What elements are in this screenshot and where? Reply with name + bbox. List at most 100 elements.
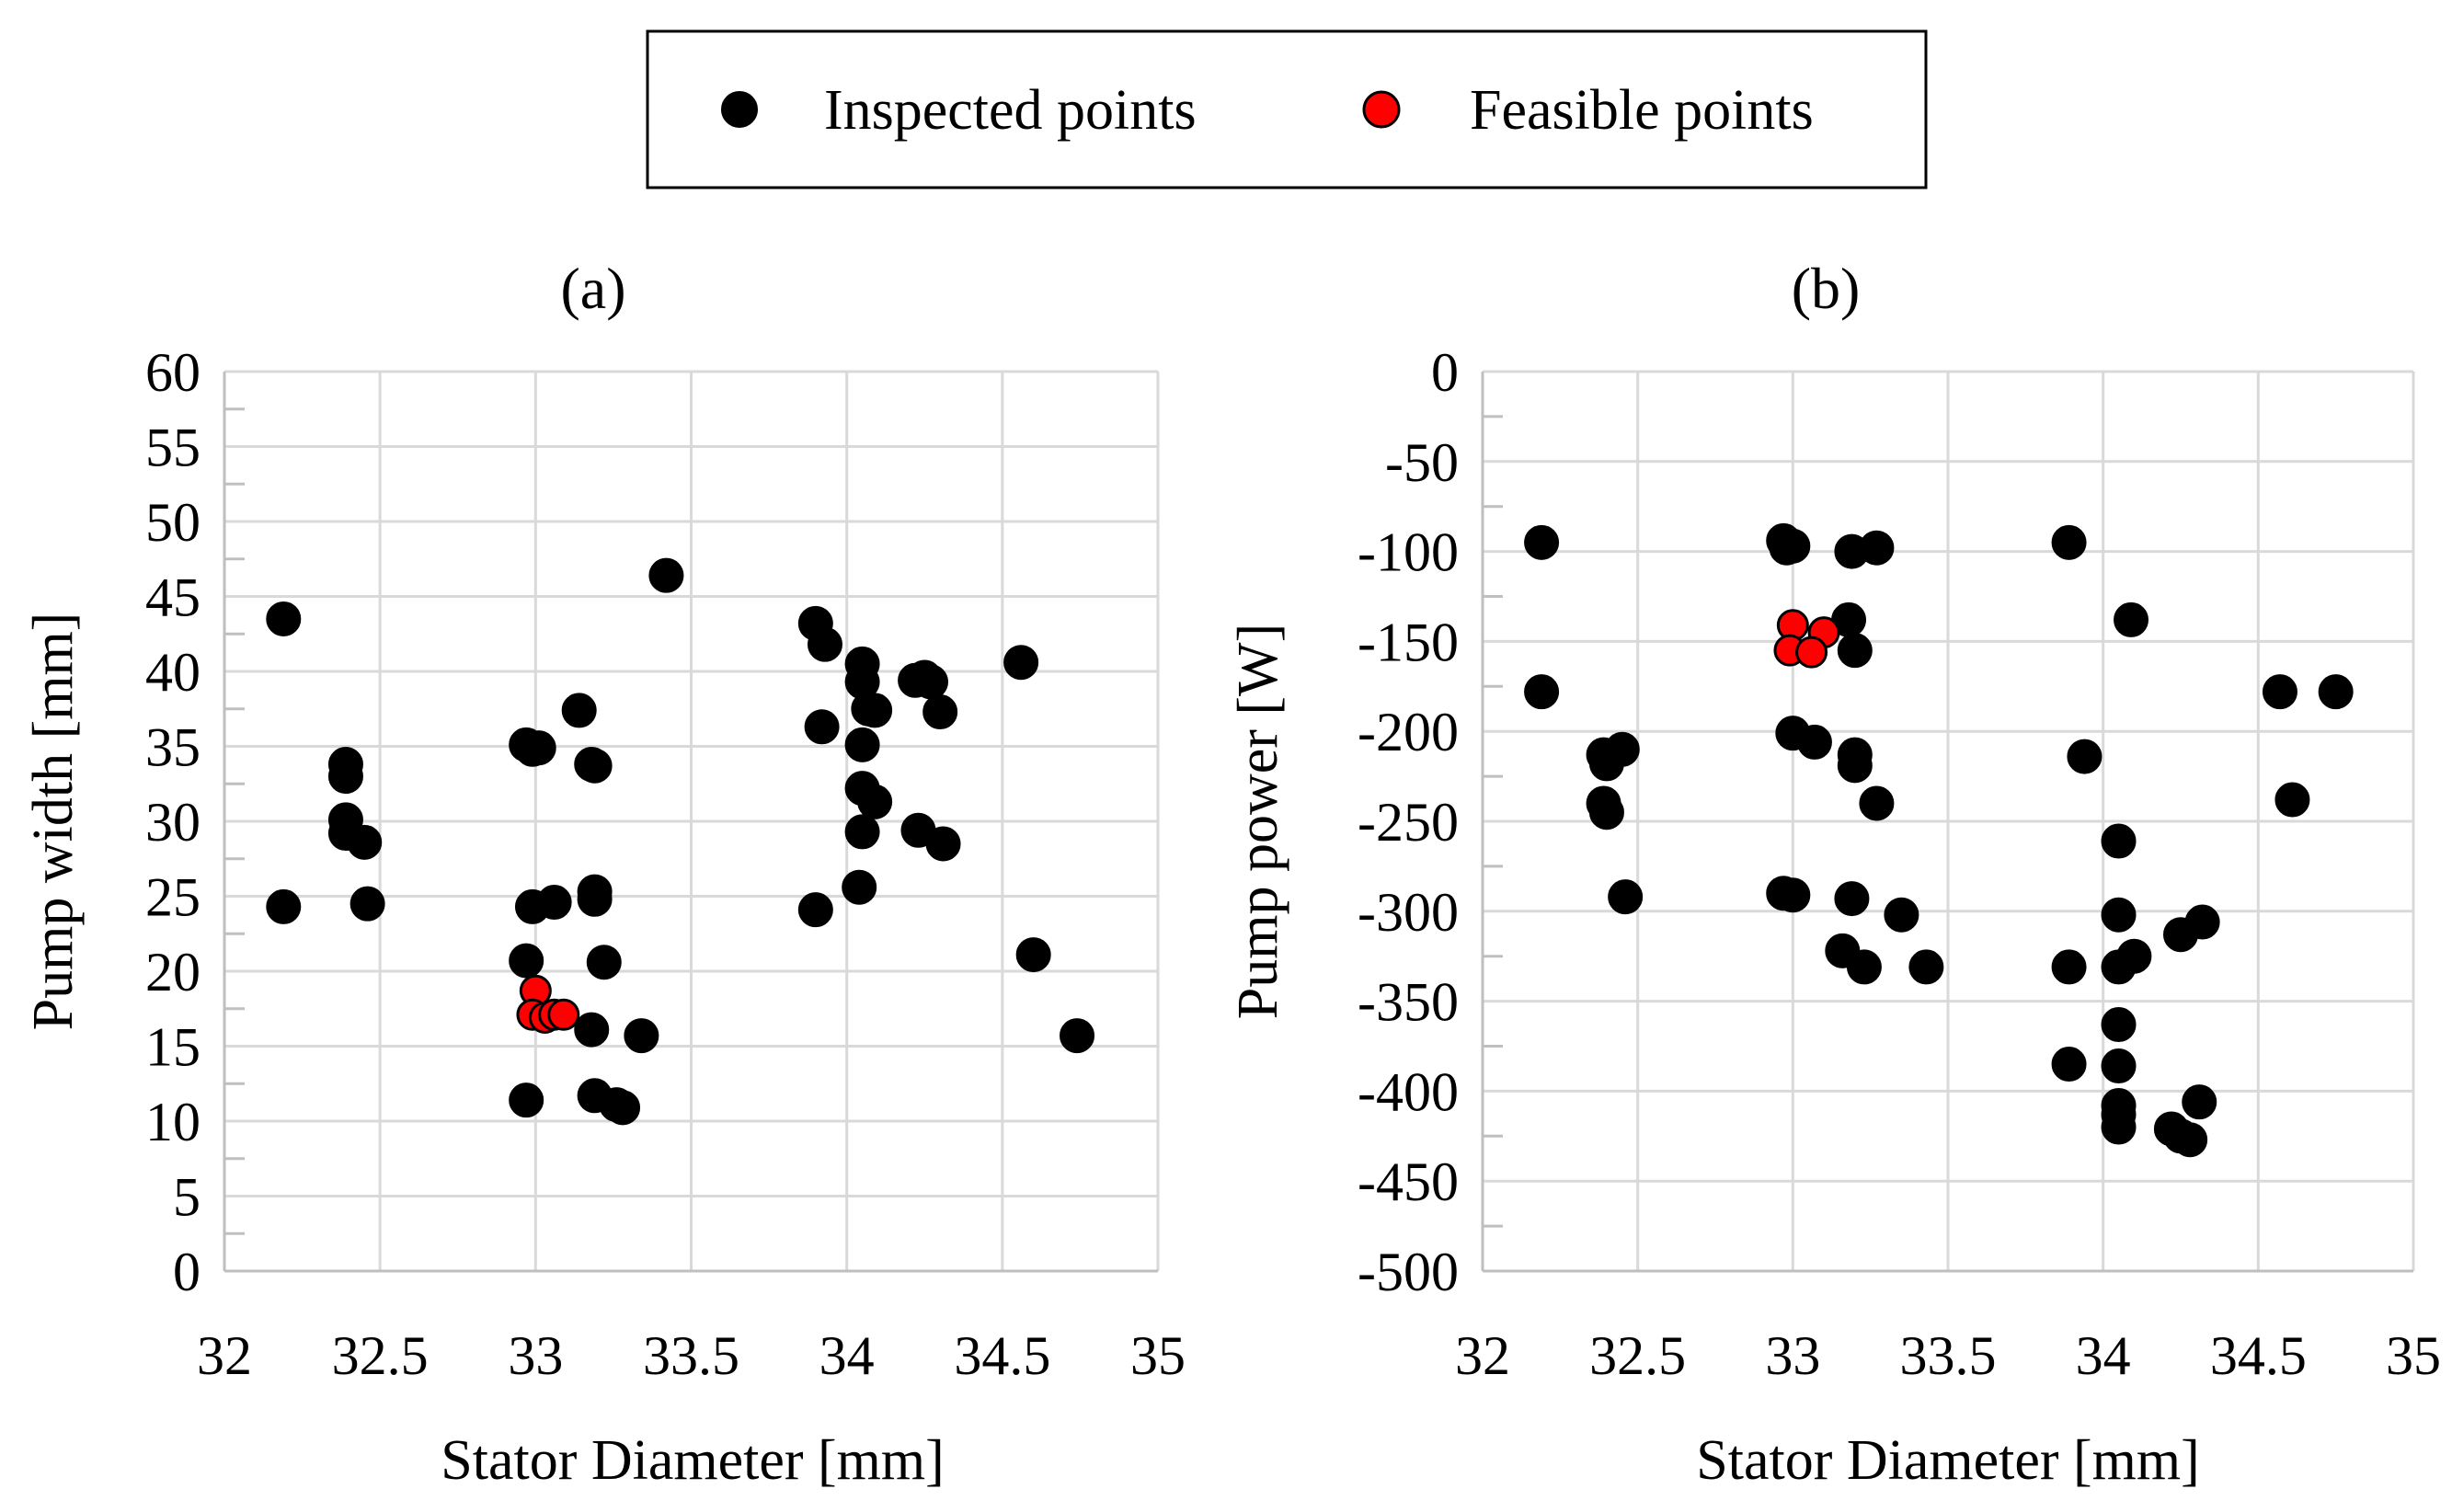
x-tick-label: 34.5: [954, 1325, 1050, 1386]
inspected-point: [605, 1090, 641, 1126]
inspected-point: [842, 869, 877, 905]
inspected-point: [1859, 530, 1895, 566]
inspected-point: [922, 694, 958, 730]
inspected-point: [1060, 1018, 1095, 1054]
x-tick-labels-b: 32 32.5 33 33.5 34 34.5 35: [1455, 1325, 2441, 1386]
y-tick-label: 5: [173, 1167, 201, 1228]
y-tick-label: 0: [173, 1242, 201, 1302]
inspected-point: [574, 1012, 610, 1048]
legend-label-feasible: Feasible points: [1470, 79, 1814, 142]
inspected-point: [925, 826, 961, 862]
y-tick-labels-a: 0 5 10 15 20 25 30 35 40 45 50 55 60: [145, 342, 201, 1302]
inspected-point: [266, 601, 302, 636]
legend-marker-inspected: [721, 91, 758, 128]
y-tick-label: 60: [145, 342, 201, 403]
x-tick-label: 32: [1455, 1325, 1510, 1386]
x-tick-label: 32.5: [332, 1325, 429, 1386]
inspected-point: [1846, 949, 1882, 985]
x-axis-label-b: Stator Diameter [mm]: [1696, 1429, 2200, 1492]
feasible-point: [1795, 636, 1828, 669]
y-tick-label: -500: [1358, 1242, 1459, 1302]
inspected-point: [2184, 904, 2220, 940]
x-tick-label: 34: [2076, 1325, 2131, 1386]
axes-b: [1481, 372, 2413, 1273]
y-tick-label: 50: [145, 492, 201, 553]
inspected-point: [857, 693, 893, 728]
y-tick-label: 20: [145, 942, 201, 1002]
inspected-point: [1588, 795, 1624, 830]
inspected-point: [1884, 897, 1919, 933]
y-tick-label: -200: [1358, 702, 1459, 762]
inspected-point: [2101, 1048, 2137, 1084]
y-tick-label: -300: [1358, 882, 1459, 943]
x-tick-label: 33: [508, 1325, 563, 1386]
inspected-point: [2318, 674, 2354, 710]
y-tick-label: -450: [1358, 1151, 1459, 1212]
gridlines-a: [224, 370, 1160, 1271]
gridlines-b: [1483, 370, 2415, 1271]
feasible-point: [547, 998, 580, 1031]
inspected-point: [2262, 674, 2297, 710]
inspected-point: [1837, 633, 1873, 669]
inspected-point: [624, 1018, 659, 1054]
data-points-a: [266, 557, 1095, 1126]
inspected-point: [536, 885, 572, 921]
inspected-point: [1859, 785, 1895, 821]
inspected-point: [2116, 938, 2152, 974]
inspected-point: [2101, 1007, 2137, 1043]
inspected-point: [266, 888, 302, 924]
y-tick-label: -50: [1385, 432, 1459, 493]
x-tick-labels-a: 32 32.5 33 33.5 34 34.5 35: [197, 1325, 1186, 1386]
inspected-point: [2101, 897, 2137, 933]
inspected-point: [2051, 1047, 2087, 1082]
inspected-point: [1908, 949, 1944, 985]
x-tick-label: 33.5: [643, 1325, 739, 1386]
inspected-point: [2051, 949, 2087, 985]
inspected-point: [2067, 739, 2103, 774]
y-tick-label: -400: [1358, 1061, 1459, 1122]
panel-label-a: (a): [560, 256, 625, 321]
y-tick-label: 35: [145, 717, 201, 778]
inspected-point: [1524, 524, 1560, 560]
inspected-point: [1608, 879, 1644, 915]
inspected-point: [1775, 877, 1811, 913]
chart-panel-b: (b) -500-450-400-350-300-250-200-150-100…: [1227, 256, 2441, 1492]
inspected-point: [2101, 823, 2137, 859]
x-tick-label: 35: [2386, 1325, 2441, 1386]
x-tick-label: 32: [197, 1325, 252, 1386]
legend-box: [646, 29, 1928, 189]
x-tick-label: 34: [819, 1325, 875, 1386]
y-tick-label: 45: [145, 567, 201, 628]
panel-label-b: (b): [1792, 256, 1861, 321]
inspected-point: [857, 784, 893, 819]
y-tick-label: 10: [145, 1092, 201, 1152]
inspected-point: [349, 886, 385, 922]
axes-a: [223, 372, 1158, 1273]
inspected-point: [1003, 645, 1039, 681]
y-tick-labels-b: -500-450-400-350-300-250-200-150-100-500: [1358, 342, 1459, 1302]
inspected-point: [648, 557, 684, 593]
inspected-point: [1524, 674, 1560, 710]
inspected-point: [2182, 1084, 2217, 1120]
y-tick-label: -150: [1358, 612, 1459, 672]
x-tick-label: 35: [1130, 1325, 1186, 1386]
legend-marker-feasible: [1362, 90, 1401, 129]
inspected-point: [521, 730, 556, 766]
inspected-point: [1015, 937, 1051, 973]
inspected-point: [1837, 748, 1873, 784]
inspected-point: [807, 626, 842, 662]
inspected-point: [1796, 724, 1832, 760]
y-tick-label: 30: [145, 792, 201, 853]
inspected-point: [327, 759, 363, 795]
inspected-point: [561, 693, 597, 728]
inspected-point: [2172, 1122, 2208, 1158]
inspected-point: [509, 943, 544, 979]
y-tick-label: 40: [145, 642, 201, 703]
inspected-point: [2274, 782, 2310, 818]
y-tick-label: 15: [145, 1017, 201, 1078]
inspected-point: [2051, 524, 2087, 560]
inspected-point: [844, 727, 880, 762]
inspected-point: [577, 881, 613, 917]
x-tick-label: 33.5: [1900, 1325, 1997, 1386]
